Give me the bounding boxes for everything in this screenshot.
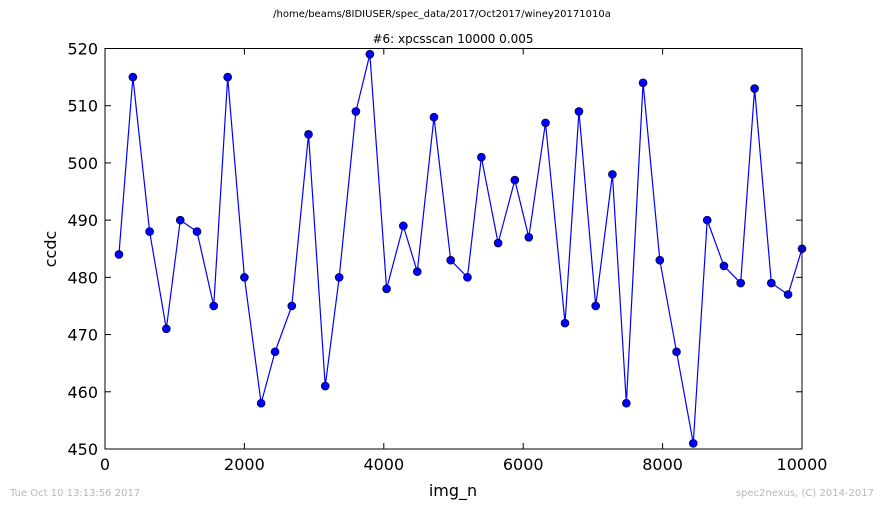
data-point [719, 261, 729, 271]
axes-frame [104, 48, 803, 450]
data-point [574, 107, 584, 116]
data-point [702, 215, 712, 225]
data-point [287, 301, 297, 311]
y-tick-label: 520 [67, 40, 98, 59]
data-point [399, 221, 408, 231]
data-point [223, 72, 232, 82]
data-point [767, 278, 776, 288]
y-tick-label: 470 [67, 326, 98, 345]
timestamp-footer: Tue Oct 10 13:13:56 2017 [10, 488, 141, 499]
x-tick-label: 10000 [777, 455, 828, 474]
data-point [655, 255, 665, 265]
y-tick-label: 480 [67, 268, 98, 287]
data-point [334, 273, 344, 282]
x-tick-label: 2000 [224, 455, 265, 474]
data-point [382, 284, 391, 294]
data-point [524, 233, 534, 242]
data-point [128, 72, 138, 82]
data-point [114, 250, 124, 259]
x-tick-label: 6000 [503, 455, 544, 474]
axis-ticks: 0 2000 4000 6000 8000 10000 450 460 470 480 490 500… [67, 40, 827, 475]
credit-footer: spec2nexus, (C) 2014-2017 [735, 488, 874, 499]
data-point [477, 152, 486, 162]
data-point [541, 118, 550, 128]
y-tick-label: 500 [67, 154, 98, 173]
x-tick-label: 4000 [363, 455, 404, 474]
y-tick-label: 450 [67, 440, 98, 459]
data-point [365, 49, 375, 59]
series-line [118, 54, 803, 444]
data-point [412, 267, 422, 276]
figure-supertitle: /home/beams/8IDIUSER/spec_data/2017/Oct2… [273, 9, 611, 20]
data-point [560, 318, 570, 328]
data-point [304, 130, 313, 139]
data-point [672, 347, 681, 357]
plot-area [114, 49, 807, 448]
x-axis-label: img_n [429, 481, 477, 501]
data-point [688, 438, 698, 448]
data-point [622, 398, 631, 408]
data-point [145, 227, 154, 236]
data-point [510, 175, 520, 185]
data-point [750, 84, 759, 93]
data-point [591, 301, 600, 311]
chart-title: #6: xpcsscan 10000 0.005 [372, 32, 533, 46]
data-point [736, 278, 745, 288]
data-point [240, 273, 249, 282]
x-tick-label: 8000 [642, 455, 683, 474]
y-tick-label: 460 [67, 383, 98, 402]
data-point [463, 273, 472, 282]
data-point [270, 347, 280, 357]
data-point [256, 398, 266, 408]
data-point [446, 255, 456, 265]
data-point [351, 107, 361, 116]
y-tick-label: 490 [67, 211, 98, 230]
y-axis-label: ccdc [41, 231, 60, 268]
data-point [608, 170, 617, 179]
data-point [209, 301, 219, 311]
data-point [192, 227, 202, 236]
data-point [783, 290, 793, 299]
x-tick-label: 0 [100, 455, 110, 474]
data-point [175, 215, 185, 225]
y-tick-label: 510 [67, 97, 98, 116]
data-point [493, 238, 503, 248]
data-point [162, 324, 171, 334]
data-point [320, 381, 330, 391]
data-point [638, 78, 648, 88]
data-point [429, 112, 439, 122]
